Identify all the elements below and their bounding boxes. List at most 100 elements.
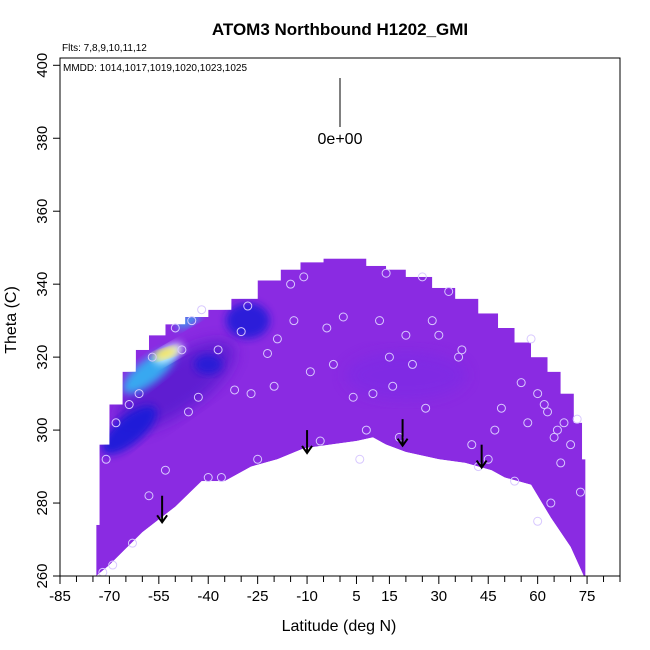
x-tick-label: -55: [148, 588, 170, 605]
sample-marker: [213, 345, 223, 355]
sample-marker: [203, 473, 213, 483]
x-tick-label: 5: [352, 588, 360, 605]
sample-marker: [427, 316, 437, 326]
sample-marker: [388, 381, 398, 391]
x-tick-label: -70: [99, 588, 121, 605]
sample-marker: [124, 400, 134, 410]
arrow-head: [156, 514, 168, 525]
transport-arrows: [156, 419, 488, 525]
sample-marker: [289, 316, 299, 326]
sample-marker: [467, 440, 477, 450]
sample-marker: [401, 330, 411, 340]
plot-area: [96, 258, 586, 576]
y-axis: 260 280 300 320 340 360 380 400: [34, 53, 60, 589]
sample-marker: [361, 425, 371, 435]
blue-band-lower: [101, 405, 157, 455]
y-tick-label: 400: [34, 53, 51, 78]
y-tick-label: 320: [34, 345, 51, 370]
sample-marker: [338, 312, 348, 322]
sample-marker: [286, 279, 296, 289]
sample-marker: [533, 389, 543, 399]
sample-marker: [444, 286, 454, 296]
sample-marker: [263, 348, 273, 358]
y-tick-label: 280: [34, 491, 51, 516]
chart-title: ATOM3 Northbound H1202_GMI: [212, 20, 468, 39]
sample-marker: [368, 389, 378, 399]
sample-marker: [381, 268, 391, 278]
sample-marker: [575, 487, 585, 497]
sample-marker: [187, 316, 197, 326]
sample-marker: [134, 389, 144, 399]
sample-marker: [375, 316, 385, 326]
sample-marker: [523, 418, 533, 428]
x-tick-label: -25: [247, 588, 269, 605]
sample-marker: [556, 458, 566, 468]
sample-marker: [355, 454, 365, 464]
sample-marker: [543, 407, 553, 417]
sample-marker: [111, 418, 121, 428]
sample-marker: [328, 359, 338, 369]
sample-marker: [384, 352, 394, 362]
yellow-core: [153, 348, 177, 359]
sample-marker: [108, 560, 118, 570]
y-tick-label: 260: [34, 563, 51, 588]
x-axis: -85 -70 -55 -40 -25 -10 5 15 30 45 60 75: [49, 576, 621, 605]
x-tick-label: -10: [296, 588, 318, 605]
sample-marker: [539, 400, 549, 410]
sample-marker: [230, 385, 240, 395]
field-texture: [101, 302, 466, 455]
sample-marker: [496, 403, 506, 413]
x-tick-label: 75: [579, 588, 596, 605]
sample-marker: [516, 378, 526, 388]
sample-marker: [147, 352, 157, 362]
blue-patch-mid: [194, 354, 223, 375]
sample-marker: [299, 272, 309, 282]
sample-marker: [417, 272, 427, 282]
sample-marker: [269, 381, 279, 391]
sample-marker: [348, 392, 358, 402]
sample-marker: [272, 334, 282, 344]
sample-marker: [457, 345, 467, 355]
sample-marker: [236, 327, 246, 337]
sample-marker: [434, 330, 444, 340]
sample-marker: [315, 436, 325, 446]
sample-marker: [552, 425, 562, 435]
field-layer: [96, 258, 586, 576]
dates-label: MMDD: 1014,1017,1019,1020,1023,1025: [63, 63, 247, 74]
sample-marker: [101, 454, 111, 464]
violet-region-right: [345, 351, 466, 400]
scale-annotation: 0e+00: [318, 131, 363, 148]
sample-marker: [454, 352, 464, 362]
sample-marker: [533, 516, 543, 526]
x-tick-label: -85: [49, 588, 71, 605]
sample-marker: [216, 473, 226, 483]
arrow-head: [396, 438, 409, 448]
sample-marker: [127, 538, 137, 548]
sample-marker: [322, 323, 332, 333]
blue-core-upper: [225, 302, 270, 339]
sample-marker: [197, 305, 207, 315]
sample-marker: [98, 567, 108, 576]
flights-label: Flts: 7,8,9,10,11,12: [62, 43, 147, 54]
sample-marker: [483, 454, 493, 464]
arrow-head: [475, 459, 488, 470]
sample-marker: [559, 418, 569, 428]
sample-marker: [170, 323, 180, 333]
sample-marker: [193, 392, 203, 402]
sample-marker: [253, 454, 263, 464]
sample-markers: [98, 268, 585, 576]
sample-marker: [546, 498, 556, 508]
arrow-head: [301, 445, 313, 455]
sample-marker: [243, 301, 253, 311]
x-tick-label: 45: [480, 588, 497, 605]
sample-marker: [566, 440, 576, 450]
sample-marker: [407, 359, 417, 369]
x-axis-label: Latitude (deg N): [282, 618, 397, 635]
sample-marker: [572, 414, 582, 424]
y-tick-label: 360: [34, 199, 51, 224]
sample-marker: [246, 389, 256, 399]
x-tick-label: -40: [197, 588, 219, 605]
y-axis-label: Theta (C): [3, 286, 20, 354]
sample-marker: [549, 432, 559, 442]
